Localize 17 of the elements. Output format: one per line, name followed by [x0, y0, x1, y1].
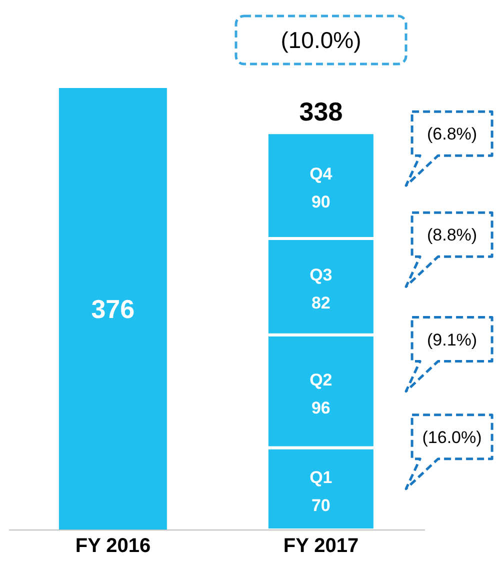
annotation: (16.0%) — [422, 428, 482, 447]
x-tick-label: FY 2017 — [283, 535, 359, 558]
text: (8.8%) — [427, 226, 478, 245]
text: (9.1%) — [427, 330, 478, 350]
data-label: 70 — [311, 496, 330, 515]
x-tick-label: FY 2016 — [75, 535, 151, 558]
total-label: 338 — [299, 96, 343, 127]
data-label: 96 — [311, 398, 330, 418]
series-label: Q1 — [310, 468, 332, 487]
data-label: 90 — [311, 192, 330, 212]
series-label: Q2 — [310, 370, 332, 390]
text: (10.0%) — [280, 27, 362, 53]
series-label: Q4 — [310, 164, 333, 184]
data-label: 82 — [311, 294, 330, 313]
text: (6.8%) — [427, 124, 478, 144]
series-label: Q3 — [310, 266, 332, 285]
data-label: 376 — [91, 294, 135, 324]
